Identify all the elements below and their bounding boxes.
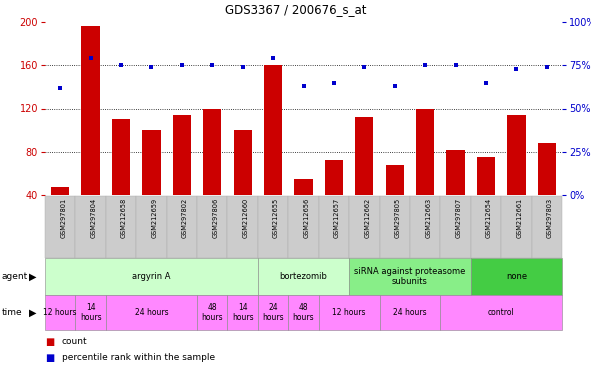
Text: GSM297804: GSM297804 [90, 198, 96, 238]
Text: GSM212655: GSM212655 [273, 198, 279, 238]
Bar [203, 109, 222, 238]
Text: 14
hours: 14 hours [232, 303, 254, 322]
Text: 24
hours: 24 hours [262, 303, 284, 322]
Point [512, 66, 521, 72]
Point [147, 64, 156, 70]
Text: GSM297806: GSM297806 [212, 198, 218, 238]
Bar [477, 157, 495, 238]
Point [268, 55, 278, 61]
Bar [112, 119, 130, 238]
Text: GSM212654: GSM212654 [486, 198, 492, 238]
Text: ▶: ▶ [29, 271, 36, 281]
Bar [446, 150, 465, 238]
Bar [82, 26, 100, 238]
Bar [173, 115, 191, 238]
Text: ■: ■ [45, 337, 54, 347]
Text: GSM212662: GSM212662 [364, 198, 371, 238]
Bar [538, 143, 556, 238]
Text: time: time [2, 308, 22, 317]
Text: 24 hours: 24 hours [393, 308, 427, 317]
Text: GSM212660: GSM212660 [243, 198, 249, 238]
Point [56, 84, 65, 91]
Text: GSM297807: GSM297807 [456, 198, 462, 238]
Text: GSM212663: GSM212663 [425, 198, 431, 238]
Text: 48
hours: 48 hours [293, 303, 314, 322]
Point [329, 79, 339, 86]
Text: 12 hours: 12 hours [332, 308, 366, 317]
Text: 14
hours: 14 hours [80, 303, 102, 322]
Text: percentile rank within the sample: percentile rank within the sample [61, 354, 215, 362]
Bar [51, 187, 69, 238]
Point [86, 55, 95, 61]
Text: control: control [488, 308, 515, 317]
Text: GSM297802: GSM297802 [182, 198, 188, 238]
Text: count: count [61, 338, 87, 346]
Text: ■: ■ [45, 353, 54, 363]
Text: bortezomib: bortezomib [280, 272, 327, 281]
Point [299, 83, 309, 89]
Bar [416, 109, 434, 238]
Text: argyrin A: argyrin A [132, 272, 171, 281]
Bar [355, 117, 374, 238]
Point [451, 62, 460, 68]
Bar [233, 130, 252, 238]
Text: GSM297803: GSM297803 [547, 198, 553, 238]
Point [359, 64, 369, 70]
Text: 12 hours: 12 hours [44, 308, 77, 317]
Text: GSM212661: GSM212661 [517, 198, 522, 238]
Text: ▶: ▶ [29, 308, 36, 318]
Text: GSM297805: GSM297805 [395, 198, 401, 238]
Bar [294, 179, 313, 238]
Text: none: none [506, 272, 527, 281]
Bar [507, 115, 525, 238]
Text: GSM212659: GSM212659 [151, 198, 157, 238]
Point [420, 62, 430, 68]
Point [238, 64, 248, 70]
Point [177, 62, 187, 68]
Point [542, 64, 551, 70]
Text: agent: agent [2, 272, 28, 281]
Point [116, 62, 126, 68]
Text: GSM297801: GSM297801 [60, 198, 66, 238]
Text: 48
hours: 48 hours [202, 303, 223, 322]
Point [207, 62, 217, 68]
Text: 24 hours: 24 hours [135, 308, 168, 317]
Text: GDS3367 / 200676_s_at: GDS3367 / 200676_s_at [225, 3, 366, 16]
Point [390, 83, 400, 89]
Bar [325, 161, 343, 238]
Point [481, 79, 491, 86]
Text: GSM212658: GSM212658 [121, 198, 127, 238]
Text: GSM212656: GSM212656 [304, 198, 310, 238]
Bar [142, 130, 161, 238]
Text: siRNA against proteasome
subunits: siRNA against proteasome subunits [354, 267, 466, 286]
Text: GSM212657: GSM212657 [334, 198, 340, 238]
Bar [385, 165, 404, 238]
Bar [264, 65, 282, 238]
